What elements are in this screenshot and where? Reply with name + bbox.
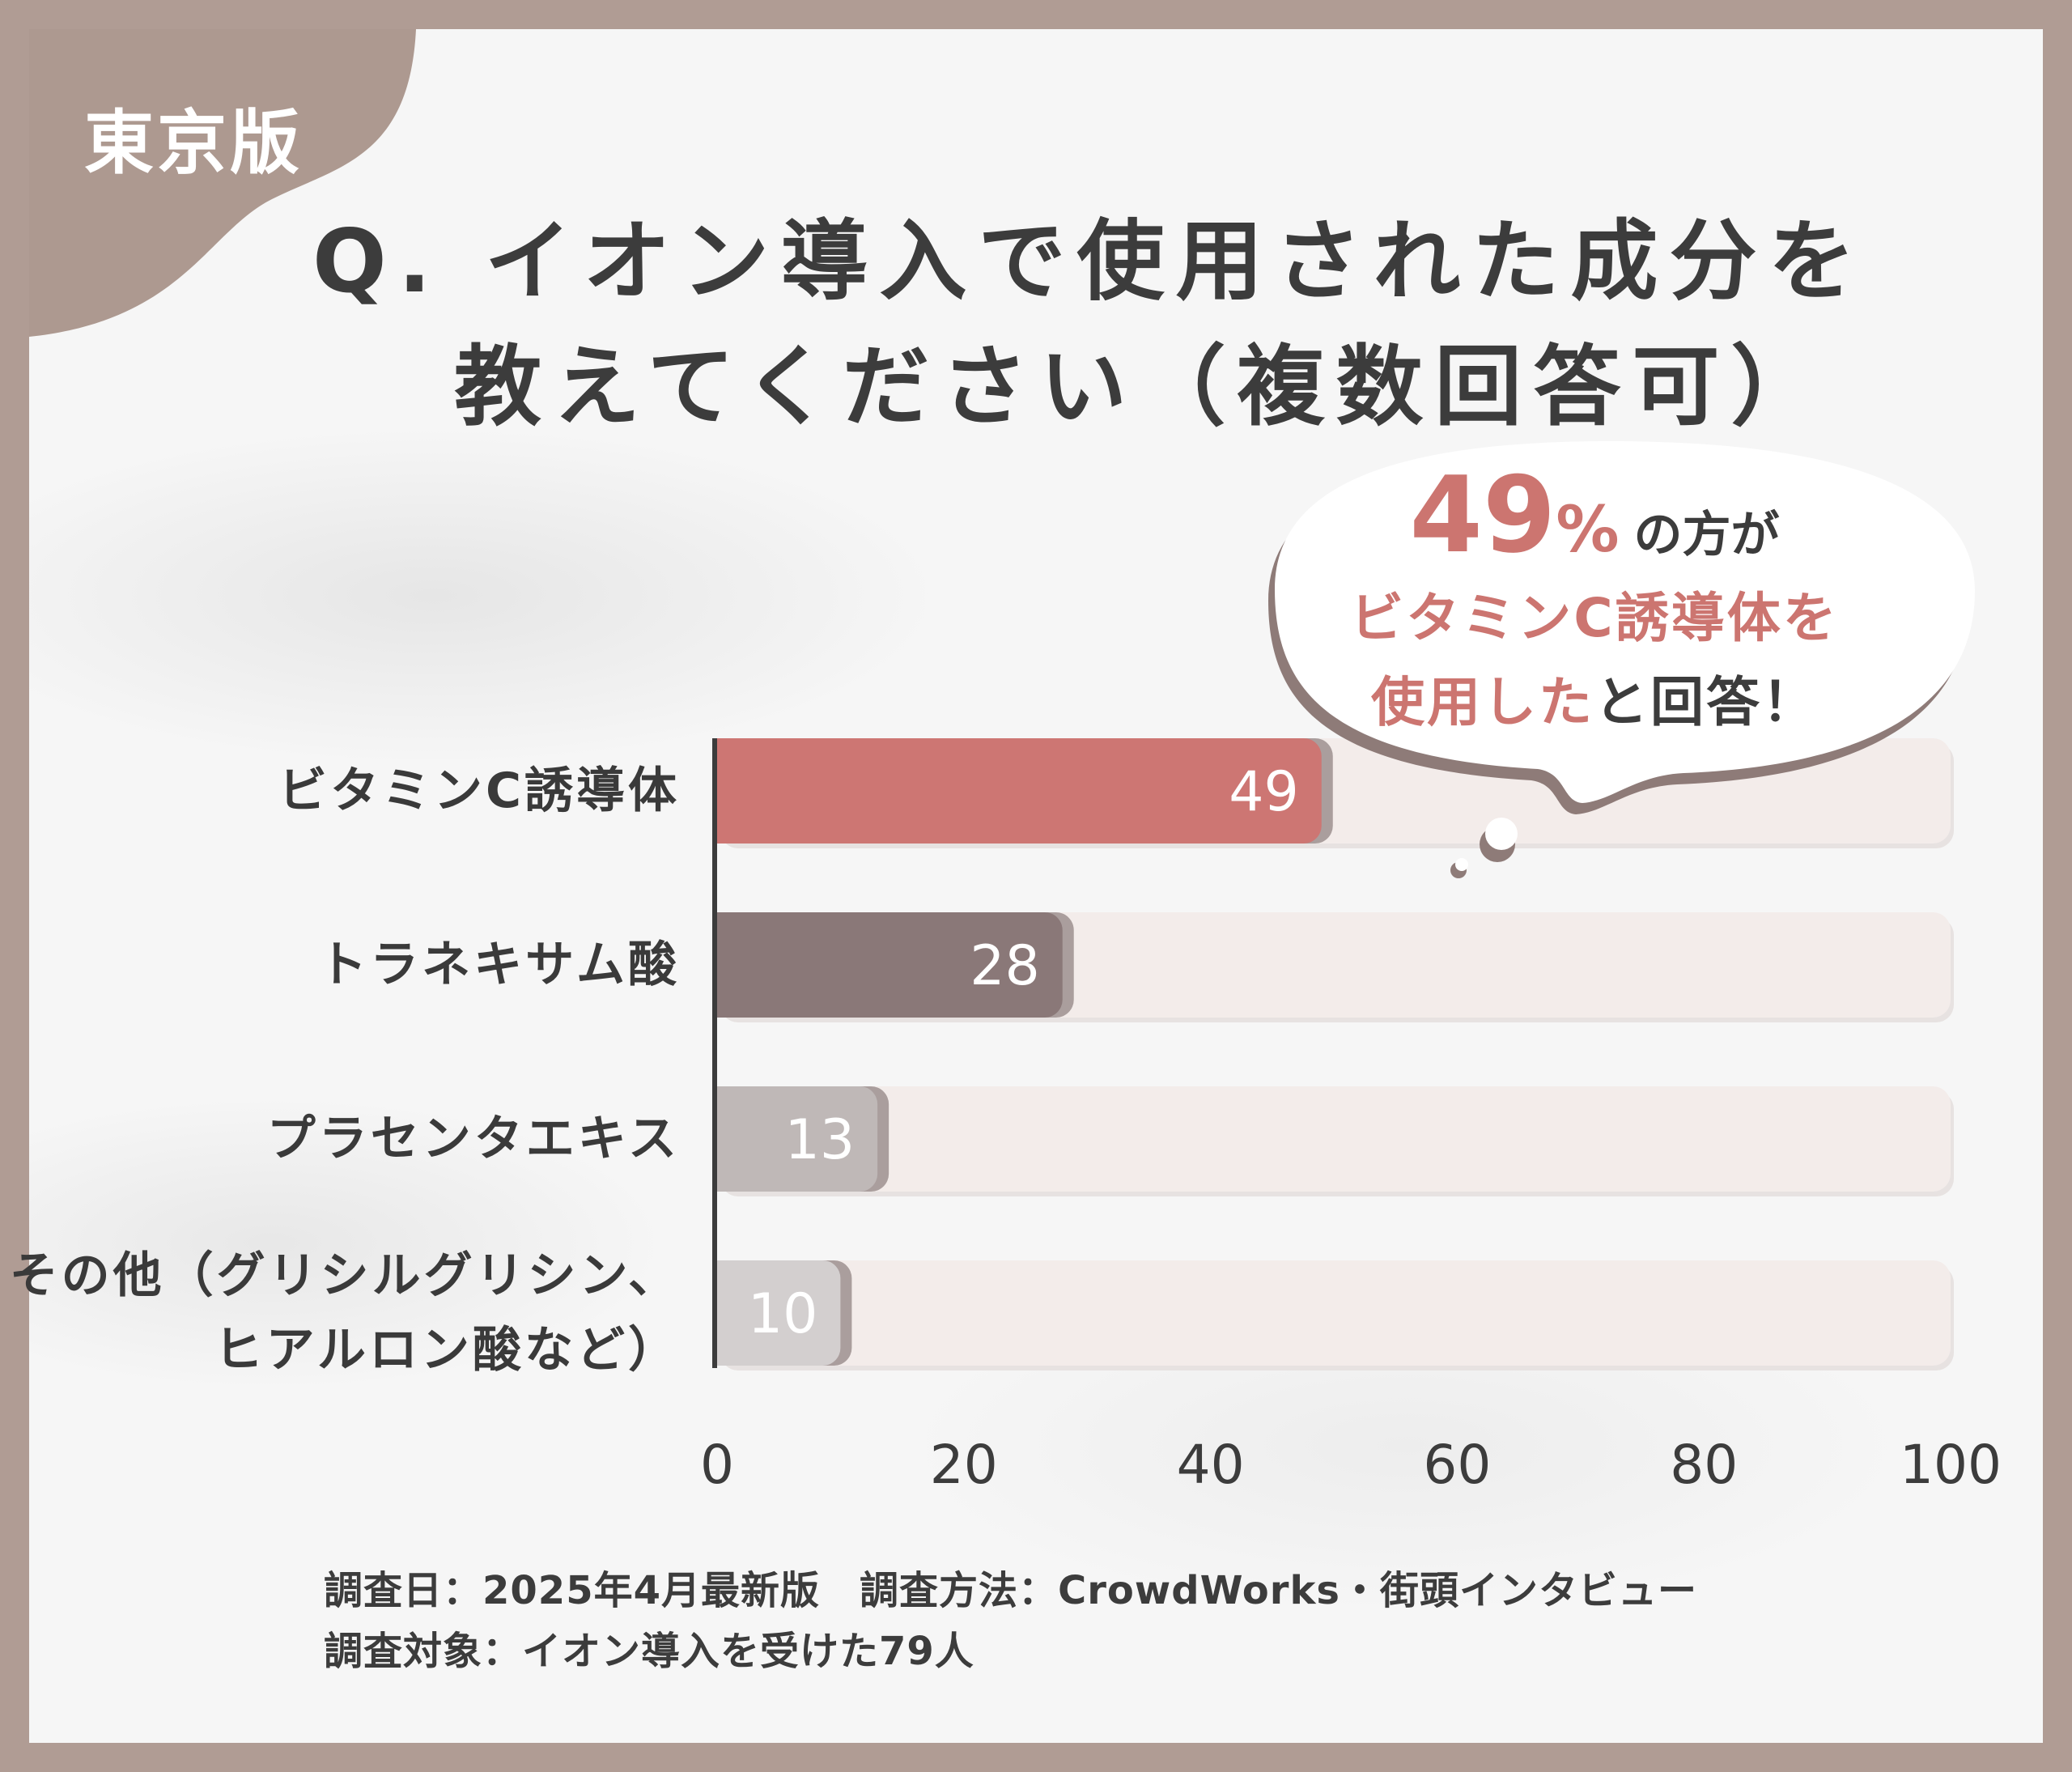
bar-left-edge [717, 912, 741, 1018]
callout-dot-small [1455, 858, 1468, 871]
bar [717, 1260, 841, 1366]
callout-line-3-rest: と回答！ [1594, 671, 1818, 733]
survey-note-line-1: 調査日：2025年4月最新版 調査方法：CrowdWorks・街頭インタビュー [324, 1568, 1697, 1613]
category-label: ビタミンC誘導体 [278, 754, 680, 828]
x-tick-label: 40 [1177, 1434, 1245, 1496]
bar-track [717, 1086, 1951, 1192]
data-label: 13 [785, 1108, 856, 1172]
callout-dot-large [1485, 818, 1518, 850]
category-label-line: ビタミンC誘導体 [278, 763, 680, 819]
x-tick-label: 60 [1423, 1434, 1491, 1496]
bar-left-edge [717, 1086, 741, 1192]
callout-line-2: ビタミンC誘導体を [1350, 587, 1839, 649]
callout-bubble [1275, 441, 1975, 803]
category-label: トラネキサム酸 [318, 928, 680, 1002]
callout-line-1: 49% の方が [1279, 453, 1910, 576]
region-badge: 東京版 [84, 103, 303, 184]
category-label-line: その他（グリシルグリシン、 [9, 1247, 680, 1304]
category-label-line: トラネキサム酸 [318, 937, 680, 993]
category-label-line: ヒアルロン酸など） [214, 1322, 680, 1379]
bar-left-edge [717, 1260, 741, 1366]
x-tick-label: 80 [1670, 1434, 1738, 1496]
category-label-line: プラセンタエキス [266, 1111, 680, 1167]
infographic-card: 東京版 Q. イオン導入で使用された成分を 教えてください（複数回答可） [29, 29, 2043, 1743]
x-tick-label: 0 [700, 1434, 734, 1496]
question-title-line-2: 教えてください（複数回答可） [454, 337, 1830, 438]
data-label: 49 [1229, 760, 1299, 824]
bar-left-edge [717, 738, 741, 844]
callout-percentage: 49 [1409, 453, 1556, 576]
callout-text: 49% の方が ビタミンC誘導体を 使用したと回答！ [1279, 453, 1910, 745]
callout-line-3: 使用したと回答！ [1279, 661, 1910, 745]
x-tick-label: 20 [930, 1434, 998, 1496]
x-tick-label: 100 [1900, 1434, 2002, 1496]
data-label: 28 [970, 934, 1040, 998]
background-wash [29, 29, 2043, 1743]
callout-percent-sign: % [1556, 494, 1620, 567]
callout-line-3-accent: 使用した [1371, 671, 1594, 733]
bar [717, 738, 1322, 844]
category-label: その他（グリシルグリシン、ヒアルロン酸など） [10, 1239, 680, 1387]
callout-line-1-rest: の方が [1633, 507, 1780, 563]
category-label: プラセンタエキス [267, 1102, 680, 1176]
bar [717, 912, 1063, 1018]
question-title-line-1: Q. イオン導入で使用された成分を [312, 211, 1867, 312]
bar-track [717, 1260, 1951, 1366]
survey-note-line-2: 調査対象：イオン導入を受けた79人 [324, 1629, 974, 1674]
bar [717, 1086, 878, 1192]
corner-badge-shape [29, 29, 416, 337]
data-label: 10 [748, 1282, 818, 1346]
